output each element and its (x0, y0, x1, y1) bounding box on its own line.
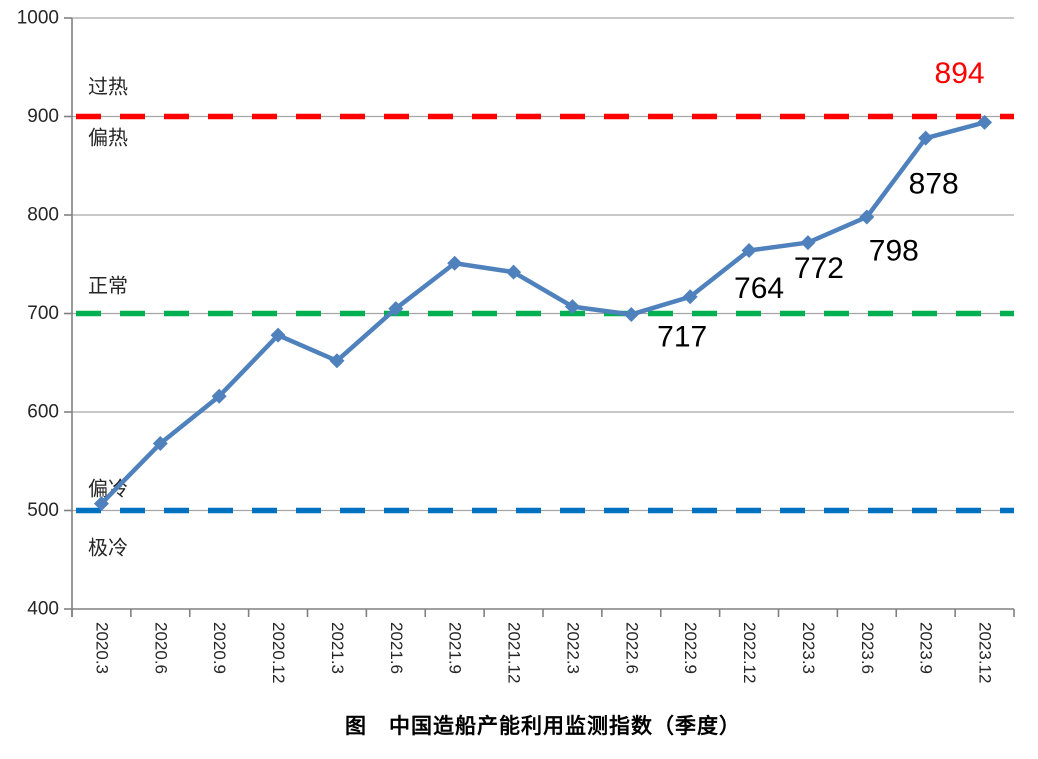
x-tick-label: 2022.12 (740, 622, 759, 683)
zone-label: 偏热 (88, 127, 128, 150)
data-point-marker (447, 255, 463, 271)
x-tick-label: 2022.9 (681, 622, 700, 674)
data-point-marker (859, 209, 875, 225)
data-point-marker (388, 301, 404, 317)
data-point-marker (682, 289, 698, 305)
y-tick-label: 600 (27, 402, 59, 423)
series-line (99, 120, 987, 506)
zone-label: 过热 (88, 76, 128, 99)
x-tick-label: 2022.3 (563, 622, 582, 674)
data-point-marker (741, 242, 757, 258)
zone-label: 偏冷 (88, 478, 128, 501)
x-tick-label: 2021.12 (505, 622, 524, 683)
data-label-798: 798 (869, 234, 919, 267)
x-tick-label: 2023.9 (917, 622, 936, 674)
x-tick-label: 2020.3 (92, 622, 111, 674)
x-tick-label: 2020.6 (151, 622, 170, 674)
y-tick-label: 700 (27, 303, 59, 324)
x-tick-label: 2020.9 (210, 622, 229, 674)
data-label-878: 878 (909, 168, 959, 201)
data-label-772: 772 (794, 252, 844, 285)
x-tick-label: 2021.9 (446, 622, 465, 674)
x-tick-label: 2023.3 (799, 622, 818, 674)
x-tick-label: 2021.3 (328, 622, 347, 674)
data-point-marker (623, 306, 639, 322)
y-tick-label: 1000 (17, 8, 59, 29)
x-tick-label: 2022.6 (622, 622, 641, 674)
data-point-marker (211, 388, 227, 404)
data-point-marker (93, 496, 109, 512)
y-tick-label: 500 (27, 500, 59, 521)
x-tick-label: 2021.6 (387, 622, 406, 674)
data-point-marker (329, 353, 345, 369)
data-label-894: 894 (935, 57, 985, 90)
data-point-marker (800, 235, 816, 251)
data-point-marker (152, 436, 168, 452)
y-tick-label: 400 (27, 599, 59, 620)
y-tick-label: 800 (27, 205, 59, 226)
x-tick-label: 2023.6 (858, 622, 877, 674)
data-label-717: 717 (657, 320, 707, 353)
data-point-marker (506, 264, 522, 280)
chart-title: 图 中国造船产能利用监测指数（季度） (345, 715, 741, 738)
y-tick-label: 900 (27, 106, 59, 127)
data-point-marker (270, 327, 286, 343)
x-tick-label: 2020.12 (269, 622, 288, 683)
data-point-marker (564, 299, 580, 315)
data-label-764: 764 (734, 272, 784, 305)
x-tick-label: 2023.12 (976, 622, 995, 683)
data-point-marker (918, 130, 934, 146)
data-point-marker (977, 114, 993, 130)
zone-label: 极冷 (88, 537, 128, 560)
zone-label: 正常 (88, 275, 128, 298)
